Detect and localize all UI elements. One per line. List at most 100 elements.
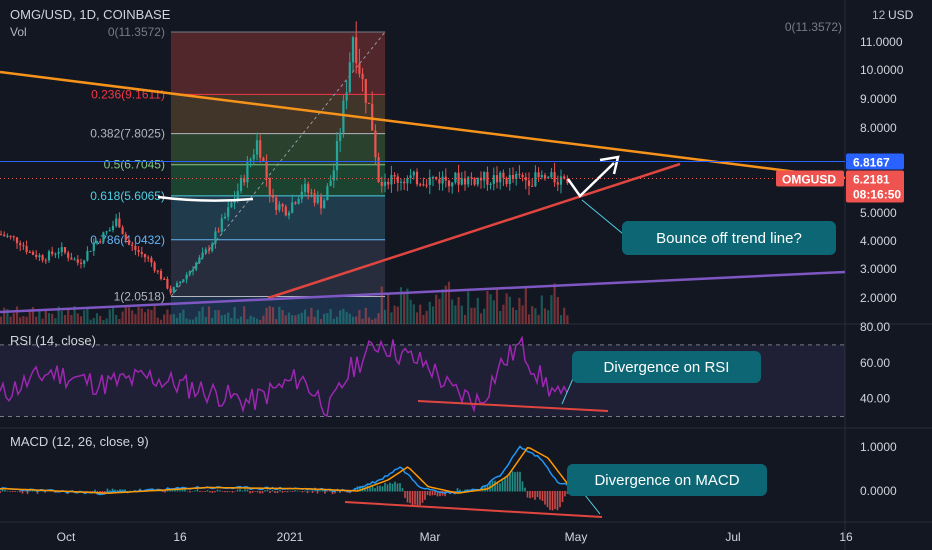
volume-bar [438,298,441,324]
volume-bar [99,315,102,324]
macd-callout-text: Divergence on MACD [594,472,739,489]
macd-histogram-bar [419,491,421,506]
macd-histogram-bar [29,490,31,492]
last-price-tag[interactable] [846,170,904,203]
volume-bar [511,307,515,324]
volume-bar [195,316,198,324]
macd-callout-box[interactable] [567,464,767,496]
time-tick-label: 16 [173,530,187,544]
macd-histogram-bar [381,486,384,492]
volume-bar [38,310,41,324]
candle-body [380,182,383,186]
rsi-callout-box[interactable] [572,351,761,383]
macd-histogram-bar [194,490,196,492]
volume-bar [220,315,223,324]
macd-histogram-bar [104,491,106,493]
volume-bar [214,310,217,324]
candle-body [483,172,486,181]
volume-bar [111,306,115,324]
candle-body [31,251,35,255]
candle-body [499,172,502,183]
candle-body [41,255,44,261]
symbol-title[interactable]: OMG/USD, 1D, COINBASE [10,7,171,22]
candle-body [179,281,182,284]
macd-histogram-bar [359,486,361,492]
macd-histogram-bar [456,488,459,492]
macd-histogram-bar [439,491,441,497]
macd-histogram-bar [509,473,511,492]
volume-bar [118,319,121,324]
fibonacci-retracement[interactable]: 0(11.3572) 0.236(9.1611) 0.382(7.8025) 0.5(… [90,25,386,324]
volume-bar [307,316,310,324]
volume-bar [51,313,54,324]
candle-body [143,254,147,258]
currency-label[interactable]: USD [888,8,914,22]
macd-histogram-bar [124,489,126,492]
candle-body [431,177,435,179]
bounce-callout-box[interactable] [622,221,836,255]
volume-bar [297,314,300,324]
volume-bar [281,310,284,324]
candle-body [57,252,60,254]
volume-bar [332,318,335,324]
volume-bar [255,318,259,324]
trend-lines[interactable] [0,70,846,314]
volume-bar [172,314,175,324]
candle-body [22,245,25,247]
candle-body [259,140,262,158]
time-tick-label: 2021 [277,530,304,544]
macd-histogram-bar [324,491,326,494]
macd-histogram-bar [281,491,284,493]
volume-bar [425,310,428,324]
symbol-tag[interactable] [776,170,844,187]
fib-level-label: 0.236(9.1611) [91,87,165,101]
macd-histogram-bar [309,490,311,492]
macd-histogram-bar [6,490,9,492]
macd-histogram-bar [264,490,266,492]
candle-body [83,260,86,264]
volume-bar [6,309,9,324]
rsi-tick-label: 40.00 [860,392,890,406]
macd-histogram-bar [536,491,539,498]
candle-body [188,271,191,275]
current-price-tag[interactable] [846,153,904,170]
macd-histogram-bar [251,491,254,493]
macd-histogram-bar [201,491,204,492]
macd-histogram-bar [119,489,121,492]
macd-histogram-bar [516,471,519,492]
resistance-trend-line[interactable] [0,70,846,180]
macd-histogram-bar [394,481,396,492]
candle-body [470,177,473,179]
macd-histogram-bar [39,490,41,492]
long-term-trend-line[interactable] [0,270,846,314]
macd-histogram-bar [511,471,514,492]
candle-body [534,172,537,187]
candle-body [236,191,239,199]
macd-title[interactable]: MACD (12, 26, close, 9) [10,434,149,449]
volume-bar [431,306,435,324]
volume-bar [505,293,508,324]
annotations[interactable]: Bounce off trend line? Divergence on RSI D… [561,199,836,515]
rsi-title[interactable]: RSI (14, close) [10,333,96,348]
candle-body [348,62,351,93]
price-axis[interactable]: 11.0000 10.0000 9.0000 8.0000 5.0000 4.0000 3.… [0,20,904,305]
candle-body [182,279,185,282]
price-tick-label: 10.0000 [860,63,904,77]
volume-bar [444,285,447,324]
candle-body [67,252,70,258]
macd-histogram-bar [391,483,394,492]
candle-body [438,179,441,184]
volume-bar [361,318,364,324]
macd-histogram-bar [16,490,19,492]
macd-histogram-bar [34,490,36,492]
current-price-label: 6.8167 [853,156,890,170]
fib-zone [170,239,386,297]
support-trend-line[interactable] [267,162,681,300]
candle-body [108,230,111,232]
time-axis[interactable]: Oct 16 2021 Mar May Jul 16 [57,530,853,544]
volume-bar [166,309,169,324]
macd-pane[interactable]: 1.0000 0.0000 [0,440,897,518]
fib-level-label: 0.5(6.7045) [104,158,165,172]
candle-body [323,200,326,209]
volume-bar [252,316,255,324]
